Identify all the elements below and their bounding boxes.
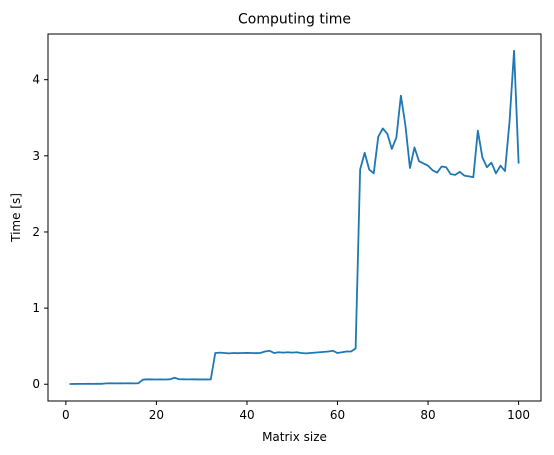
y-axis-label: Time [s]	[9, 193, 23, 243]
y-tick-label: 2	[32, 225, 40, 239]
y-axis: 0 1 2 3 4	[32, 73, 48, 391]
y-tick-label: 1	[32, 301, 40, 315]
x-tick-label: 100	[507, 408, 530, 422]
y-tick-label: 3	[32, 149, 40, 163]
x-axis: 0 20 40 60 80 100	[62, 401, 530, 422]
x-tick-label: 60	[330, 408, 345, 422]
plot-area	[47, 33, 542, 402]
y-tick-label: 0	[32, 377, 40, 391]
x-axis-label: Matrix size	[262, 430, 327, 444]
x-tick-label: 20	[149, 408, 164, 422]
chart-title: Computing time	[238, 12, 351, 28]
x-tick-label: 40	[239, 408, 254, 422]
y-tick-label: 4	[32, 73, 40, 87]
x-tick-label: 0	[62, 408, 70, 422]
series-layer	[69, 49, 520, 385]
x-tick-label: 80	[420, 408, 435, 422]
series-line-0	[69, 49, 520, 385]
